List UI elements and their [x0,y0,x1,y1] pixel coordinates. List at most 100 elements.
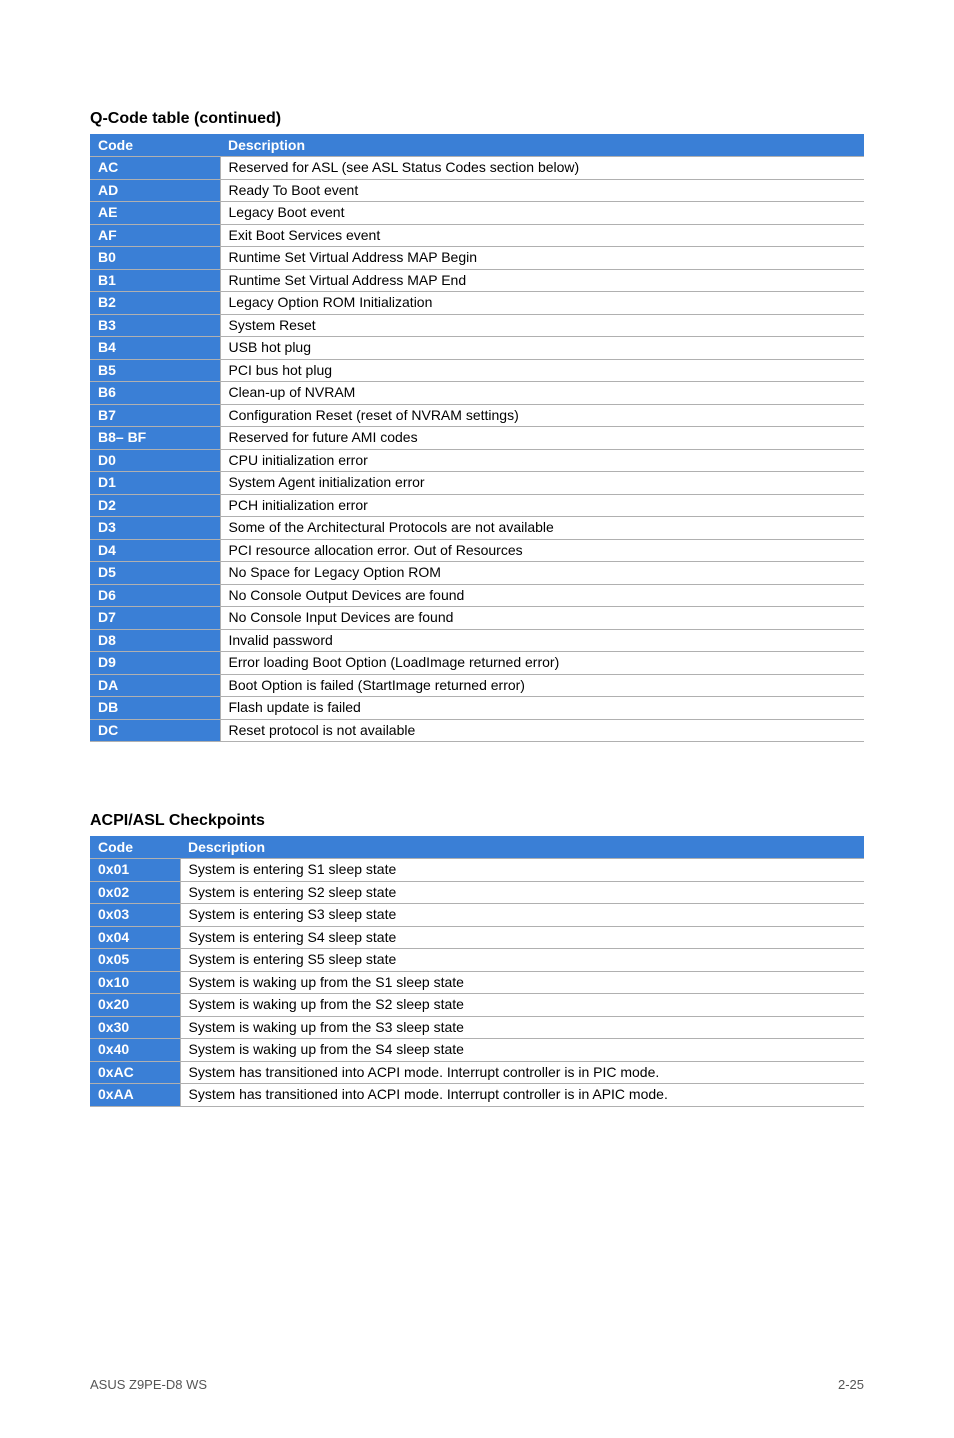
table-row: DBFlash update is failed [90,697,864,720]
code-cell: DA [90,674,220,697]
table-row: 0x40System is waking up from the S4 slee… [90,1039,864,1062]
code-cell: B4 [90,337,220,360]
code-cell: 0x04 [90,926,180,949]
table-row: 0x04System is entering S4 sleep state [90,926,864,949]
table-row: ACReserved for ASL (see ASL Status Codes… [90,157,864,180]
code-cell: 0x02 [90,881,180,904]
table-row: B2Legacy Option ROM Initialization [90,292,864,315]
description-cell: System is entering S4 sleep state [180,926,864,949]
code-cell: DB [90,697,220,720]
description-cell: System is entering S3 sleep state [180,904,864,927]
description-cell: USB hot plug [220,337,864,360]
description-cell: System has transitioned into ACPI mode. … [180,1084,864,1107]
description-cell: Some of the Architectural Protocols are … [220,517,864,540]
description-cell: No Space for Legacy Option ROM [220,562,864,585]
description-cell: System Reset [220,314,864,337]
table-row: 0x20System is waking up from the S2 slee… [90,994,864,1017]
code-cell: 0xAA [90,1084,180,1107]
code-cell: D0 [90,449,220,472]
code-cell: B6 [90,382,220,405]
table-row: D0CPU initialization error [90,449,864,472]
description-cell: PCI resource allocation error. Out of Re… [220,539,864,562]
code-cell: B5 [90,359,220,382]
table-header-row: Code Description [90,134,864,157]
code-cell: D4 [90,539,220,562]
description-cell: Configuration Reset (reset of NVRAM sett… [220,404,864,427]
table-row: D9Error loading Boot Option (LoadImage r… [90,652,864,675]
table-row: B6Clean-up of NVRAM [90,382,864,405]
code-cell: B1 [90,269,220,292]
description-cell: No Console Input Devices are found [220,607,864,630]
code-cell: D1 [90,472,220,495]
table-row: AFExit Boot Services event [90,224,864,247]
description-cell: Flash update is failed [220,697,864,720]
code-cell: 0x03 [90,904,180,927]
description-cell: Reserved for ASL (see ASL Status Codes s… [220,157,864,180]
table-row: B0Runtime Set Virtual Address MAP Begin [90,247,864,270]
description-cell: PCI bus hot plug [220,359,864,382]
description-cell: Runtime Set Virtual Address MAP Begin [220,247,864,270]
description-cell: System is entering S5 sleep state [180,949,864,972]
code-cell: AC [90,157,220,180]
table-row: B1Runtime Set Virtual Address MAP End [90,269,864,292]
header-code: Code [90,836,180,859]
code-cell: B7 [90,404,220,427]
table-row: AELegacy Boot event [90,202,864,225]
description-cell: Clean-up of NVRAM [220,382,864,405]
table-row: D6No Console Output Devices are found [90,584,864,607]
table-row: 0x10System is waking up from the S1 slee… [90,971,864,994]
table-row: B3System Reset [90,314,864,337]
description-cell: System is waking up from the S1 sleep st… [180,971,864,994]
description-cell: PCH initialization error [220,494,864,517]
description-cell: System is waking up from the S3 sleep st… [180,1016,864,1039]
section-gap [90,742,864,812]
table-row: 0x02System is entering S2 sleep state [90,881,864,904]
table-row: 0x01System is entering S1 sleep state [90,859,864,882]
description-cell: Ready To Boot event [220,179,864,202]
code-cell: B2 [90,292,220,315]
table-row: 0x05System is entering S5 sleep state [90,949,864,972]
description-cell: System is entering S1 sleep state [180,859,864,882]
code-cell: D7 [90,607,220,630]
description-cell: Exit Boot Services event [220,224,864,247]
code-cell: 0x01 [90,859,180,882]
description-cell: System is waking up from the S4 sleep st… [180,1039,864,1062]
footer-product-name: ASUS Z9PE-D8 WS [90,1377,207,1392]
table-row: D1System Agent initialization error [90,472,864,495]
description-cell: System has transitioned into ACPI mode. … [180,1061,864,1084]
description-cell: System is waking up from the S2 sleep st… [180,994,864,1017]
description-cell: System is entering S2 sleep state [180,881,864,904]
code-cell: B0 [90,247,220,270]
description-cell: No Console Output Devices are found [220,584,864,607]
code-cell: 0x40 [90,1039,180,1062]
qcode-table-title: Q-Code table (continued) [90,110,864,128]
code-cell: D5 [90,562,220,585]
header-description: Description [220,134,864,157]
code-cell: 0x20 [90,994,180,1017]
qcode-table: Code Description ACReserved for ASL (see… [90,134,864,742]
table-row: 0xACSystem has transitioned into ACPI mo… [90,1061,864,1084]
code-cell: B8– BF [90,427,220,450]
description-cell: System Agent initialization error [220,472,864,495]
description-cell: Legacy Option ROM Initialization [220,292,864,315]
code-cell: 0x30 [90,1016,180,1039]
description-cell: Legacy Boot event [220,202,864,225]
header-description: Description [180,836,864,859]
table-row: 0x30System is waking up from the S3 slee… [90,1016,864,1039]
description-cell: Reset protocol is not available [220,719,864,742]
code-cell: AF [90,224,220,247]
page-container: Q-Code table (continued) Code Descriptio… [0,0,954,1438]
code-cell: 0x10 [90,971,180,994]
table-row: B5PCI bus hot plug [90,359,864,382]
code-cell: D2 [90,494,220,517]
table-row: DABoot Option is failed (StartImage retu… [90,674,864,697]
table-row: 0x03System is entering S3 sleep state [90,904,864,927]
table-row: D7No Console Input Devices are found [90,607,864,630]
code-cell: AD [90,179,220,202]
table-row: ADReady To Boot event [90,179,864,202]
table-header-row: Code Description [90,836,864,859]
code-cell: D9 [90,652,220,675]
table-row: D3Some of the Architectural Protocols ar… [90,517,864,540]
description-cell: Invalid password [220,629,864,652]
table-row: B4USB hot plug [90,337,864,360]
